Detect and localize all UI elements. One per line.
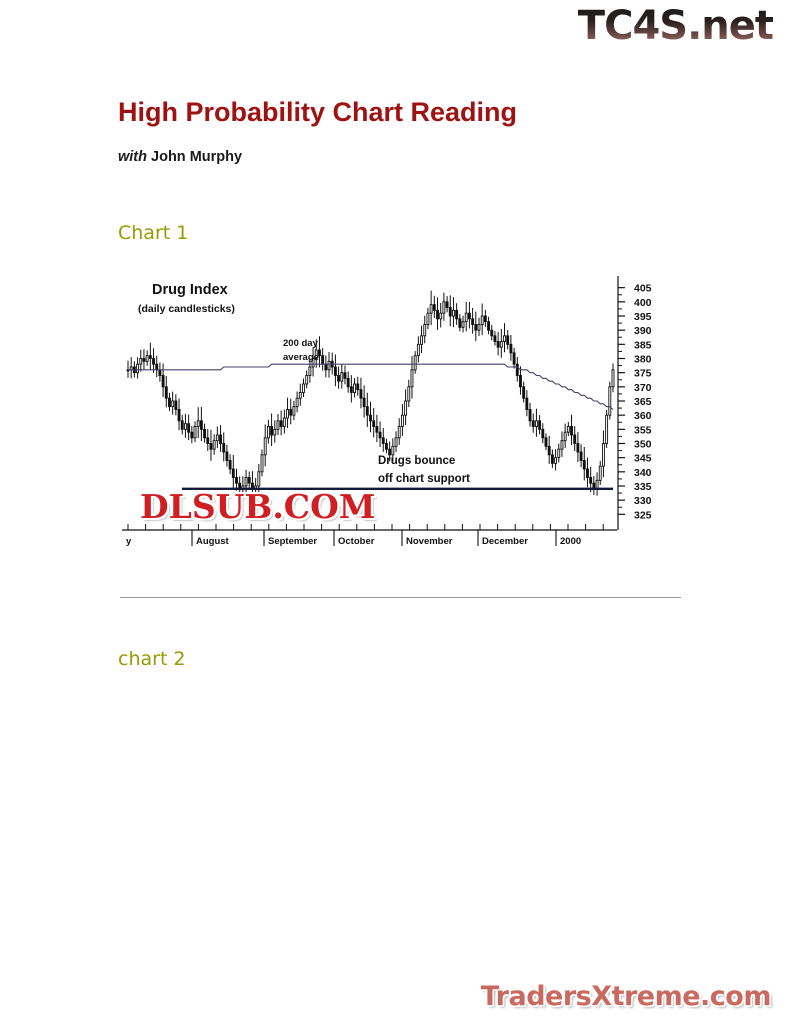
drug-index-candlestick-chart: 405 400 395 390 385 380 375 370 365 360 355 350 345 3…: [120, 268, 680, 558]
y-tick-label: 365: [634, 396, 652, 408]
byline-prefix: with: [118, 149, 147, 165]
section-label-chart-1: Chart 1: [118, 222, 189, 244]
x-tick-label: August: [196, 536, 230, 547]
moving-average-line: [128, 363, 614, 410]
x-tick-label: September: [268, 536, 317, 547]
y-tick-label: 380: [634, 354, 652, 366]
chart-background: [120, 268, 680, 558]
byline-author: John Murphy: [151, 149, 243, 165]
y-tick-label: 355: [634, 424, 652, 436]
y-tick-label: 325: [634, 509, 652, 521]
y-tick-label: 345: [634, 453, 652, 465]
y-tick-label: 340: [634, 467, 652, 479]
byline: with John Murphy: [118, 149, 242, 165]
chart-title: Drug Index: [152, 282, 228, 298]
x-tick-label: November: [406, 536, 453, 547]
y-tick-label: 330: [634, 495, 652, 507]
y-tick-label: 400: [634, 297, 652, 309]
y-tick-label: 395: [634, 311, 652, 323]
price-series-candles: [126, 290, 615, 500]
section-divider: [120, 597, 681, 598]
y-axis: 405 400 395 390 385 380 375 370 365 360 355 350 345 3…: [617, 276, 652, 530]
y-tick-label: 360: [634, 410, 652, 422]
x-axis: y August September October November December 2…: [122, 524, 617, 547]
tc4s-brand-logo: TC4S.net: [577, 3, 774, 49]
x-tick-label: October: [338, 536, 375, 547]
y-tick-label: 405: [634, 283, 652, 295]
page-title: High Probability Chart Reading: [118, 97, 518, 127]
dlsub-watermark: DLSUB.COM: [140, 487, 376, 526]
y-tick-label: 390: [634, 325, 652, 337]
x-tick-label: December: [482, 536, 528, 547]
tradersxtreme-brand-logo: TradersXtreme.com: [480, 981, 772, 1012]
ma-annotation-line1: 200 day: [283, 338, 319, 349]
y-tick-label: 350: [634, 439, 652, 451]
y-tick-label: 335: [634, 481, 652, 493]
ma-annotation-line2: average: [283, 352, 319, 363]
y-tick-label: 370: [634, 382, 652, 394]
chart-subtitle: (daily candlesticks): [138, 303, 235, 315]
y-tick-label: 385: [634, 339, 652, 351]
chart-figure: 405 400 395 390 385 380 375 370 365 360 355 350 345 3…: [120, 268, 680, 558]
section-label-chart-2: chart 2: [118, 648, 186, 670]
support-annotation-line1: Drugs bounce: [378, 455, 455, 467]
y-tick-label: 375: [634, 368, 652, 380]
x-tick-label: y: [126, 536, 132, 547]
support-annotation-line2: off chart support: [378, 473, 470, 485]
x-tick-label: 2000: [560, 536, 581, 547]
